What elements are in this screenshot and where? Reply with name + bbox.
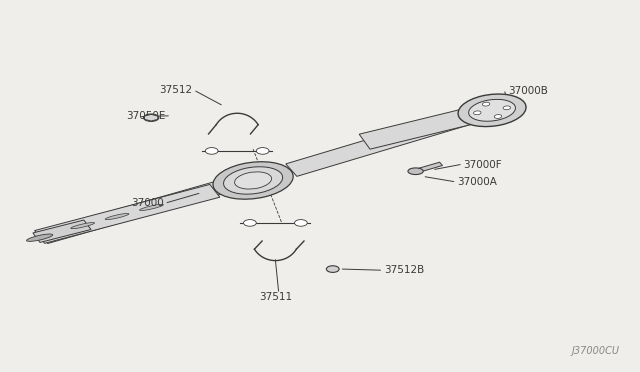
Text: 37000A: 37000A [457, 177, 497, 187]
Ellipse shape [256, 148, 269, 154]
Polygon shape [359, 105, 491, 149]
Ellipse shape [474, 111, 481, 115]
Text: 37000: 37000 [131, 198, 164, 208]
Ellipse shape [71, 222, 95, 229]
Text: 37511: 37511 [259, 292, 292, 302]
Polygon shape [145, 114, 157, 121]
Ellipse shape [235, 172, 271, 189]
Ellipse shape [408, 168, 423, 174]
Polygon shape [35, 185, 220, 243]
Ellipse shape [205, 148, 218, 154]
Polygon shape [414, 162, 442, 173]
Polygon shape [38, 182, 223, 244]
Polygon shape [33, 220, 91, 243]
Ellipse shape [223, 167, 283, 194]
Ellipse shape [213, 162, 293, 199]
Polygon shape [286, 110, 479, 176]
Text: 37050E: 37050E [126, 111, 165, 121]
Ellipse shape [294, 219, 307, 226]
Text: J37000CU: J37000CU [572, 346, 620, 356]
Ellipse shape [244, 219, 256, 226]
Ellipse shape [140, 204, 163, 211]
Ellipse shape [503, 106, 511, 110]
Ellipse shape [105, 214, 129, 219]
Ellipse shape [483, 102, 490, 106]
Ellipse shape [143, 114, 159, 121]
Ellipse shape [458, 94, 526, 126]
Ellipse shape [26, 234, 52, 241]
Ellipse shape [494, 115, 502, 118]
Text: 37000B: 37000B [508, 86, 548, 96]
Text: 37512B: 37512B [384, 265, 424, 275]
Text: 37512: 37512 [159, 85, 193, 95]
Ellipse shape [326, 266, 339, 272]
Text: 37000F: 37000F [463, 160, 502, 170]
Ellipse shape [468, 99, 515, 121]
